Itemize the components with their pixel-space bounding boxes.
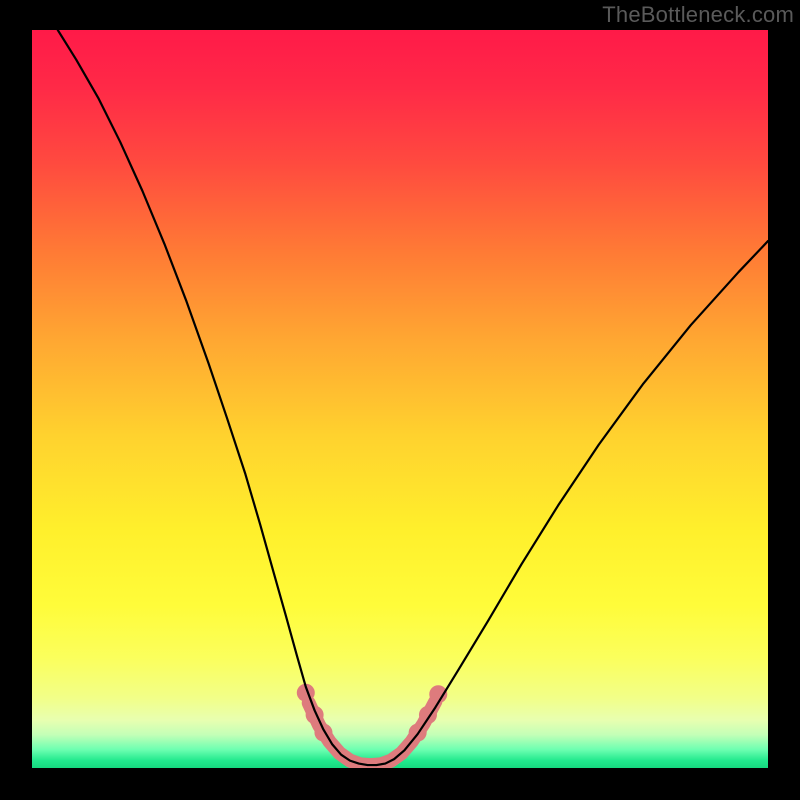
chart-stage: TheBottleneck.com bbox=[0, 0, 800, 800]
plot-background bbox=[32, 30, 768, 768]
bottleneck-curve-chart bbox=[32, 30, 768, 768]
watermark-label: TheBottleneck.com bbox=[602, 2, 794, 28]
